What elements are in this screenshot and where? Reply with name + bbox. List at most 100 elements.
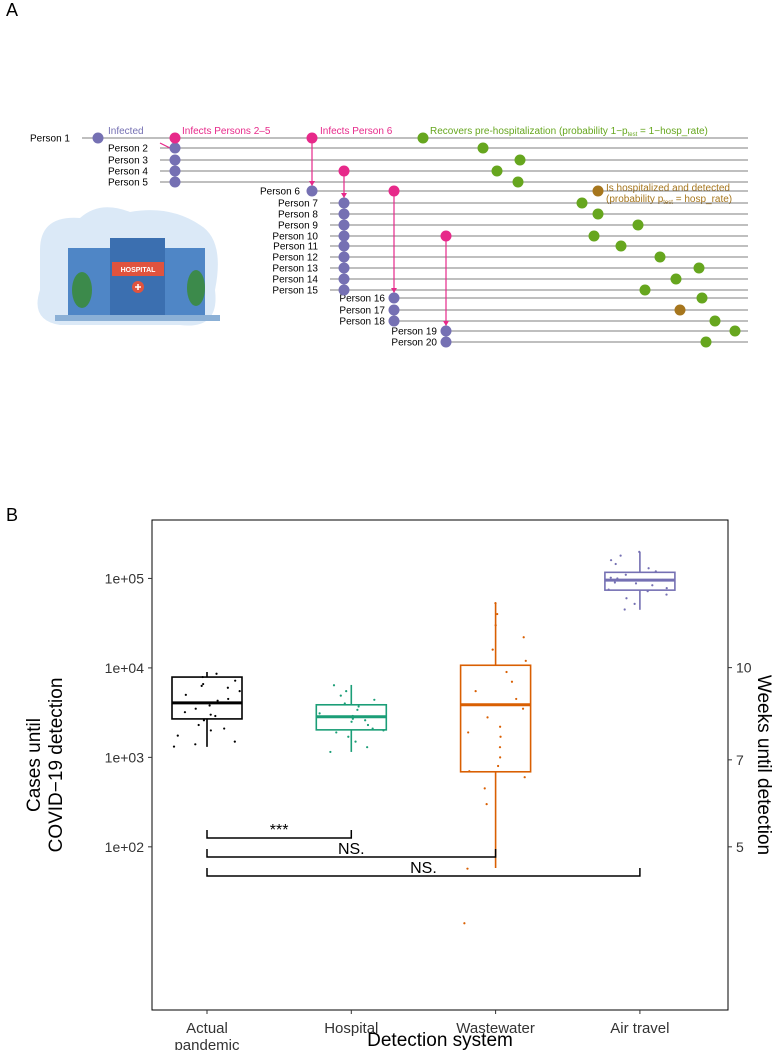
recovered-dot	[512, 176, 524, 188]
infection-event-dot	[169, 132, 181, 144]
y-tick-label: 1e+02	[105, 839, 145, 855]
person-label: Person 14	[272, 275, 318, 286]
infected-dot	[338, 219, 350, 231]
infected-dot	[338, 208, 350, 220]
infection-arrow	[159, 142, 171, 149]
recovered-dot	[417, 132, 429, 144]
y-axis-title: Cases untilCOVID−19 detection	[24, 678, 67, 853]
x-tick-label: Actual pandemic	[174, 1020, 240, 1050]
point	[209, 713, 212, 716]
arrow-head	[443, 321, 449, 326]
point	[491, 648, 494, 651]
y2-tick-label: 7	[736, 752, 744, 768]
plot-frame	[151, 519, 729, 1011]
point	[466, 867, 469, 870]
recovered-dot	[592, 208, 604, 220]
point	[623, 608, 626, 611]
infected-dot	[440, 325, 452, 337]
point	[184, 693, 187, 696]
point	[202, 682, 205, 686]
note-subscript: test	[628, 132, 638, 138]
point	[524, 659, 527, 662]
point	[233, 740, 236, 743]
y-axis-title-line: COVID−19 detection	[46, 678, 67, 853]
point	[607, 588, 610, 591]
infected-dot	[388, 304, 400, 316]
significance-label: NS.	[338, 841, 365, 858]
point	[200, 684, 203, 687]
significance-bracket	[206, 868, 641, 877]
point	[209, 729, 212, 732]
point	[343, 702, 346, 705]
point	[483, 787, 486, 790]
point	[351, 717, 354, 720]
point	[494, 602, 497, 605]
point	[202, 719, 206, 722]
infected-dot	[306, 185, 318, 197]
person-label: Person 19	[391, 327, 437, 338]
point	[633, 602, 636, 605]
point	[468, 770, 471, 773]
point	[237, 701, 240, 704]
point	[194, 743, 197, 746]
y-tick-label: 1e+04	[105, 660, 145, 676]
y-tick-label: 1e+03	[105, 749, 145, 765]
recovered-dot	[654, 251, 666, 263]
y-tick-label: 1e+05	[105, 570, 145, 586]
point	[364, 719, 367, 722]
person-label: Person 18	[339, 317, 385, 328]
y-axis-title-line: Cases until	[24, 718, 45, 812]
person-label: Person 13	[272, 264, 318, 275]
point	[356, 708, 359, 711]
point	[329, 750, 332, 754]
infected-dot	[338, 230, 350, 242]
point	[521, 707, 525, 710]
panel-label: B	[6, 505, 18, 525]
arrow-head	[341, 193, 347, 198]
point	[172, 745, 176, 748]
point	[238, 690, 241, 693]
box	[171, 676, 243, 720]
note-infects: Infects Persons 2–5	[182, 126, 271, 137]
recovered-dot	[670, 273, 682, 285]
note-hospitalized: Is hospitalized and detected	[606, 183, 730, 194]
point	[351, 714, 354, 718]
recovered-dot	[696, 292, 708, 304]
significance-bracket	[206, 849, 497, 858]
note-infected: Infected	[108, 126, 144, 137]
infected-dot	[338, 262, 350, 274]
point	[515, 697, 518, 701]
point	[665, 593, 668, 596]
point	[474, 690, 477, 693]
person-label: Person 11	[273, 242, 318, 253]
recovered-dot	[576, 197, 588, 209]
person-label: Person 10	[272, 232, 318, 243]
infected-dot	[338, 284, 350, 296]
point	[499, 725, 502, 728]
point	[522, 636, 525, 639]
infection-event-dot	[440, 230, 452, 242]
significance-label: NS.	[410, 860, 437, 877]
person-label: Person 4	[108, 167, 148, 178]
person-label: Person 17	[339, 306, 385, 317]
point	[498, 746, 502, 749]
point	[318, 712, 321, 715]
hospital-sign: HOSPITAL	[121, 267, 157, 274]
person-label: Person 12	[272, 253, 318, 264]
point	[496, 764, 500, 768]
person-label: Person 16	[339, 294, 385, 305]
point	[654, 570, 657, 573]
point	[197, 723, 200, 727]
point	[609, 559, 613, 562]
infection-event-dot	[338, 165, 350, 177]
x-tick-label: Wastewater	[456, 1020, 535, 1037]
point	[339, 694, 342, 697]
x-axis-title: Detection system	[367, 1030, 513, 1050]
recovered-dot	[729, 325, 741, 337]
point	[234, 679, 237, 682]
note-infects: Infects Person 6	[320, 126, 393, 137]
hospitalized-dot	[592, 185, 604, 197]
recovered-dot	[693, 262, 705, 274]
infected-dot	[169, 154, 181, 166]
